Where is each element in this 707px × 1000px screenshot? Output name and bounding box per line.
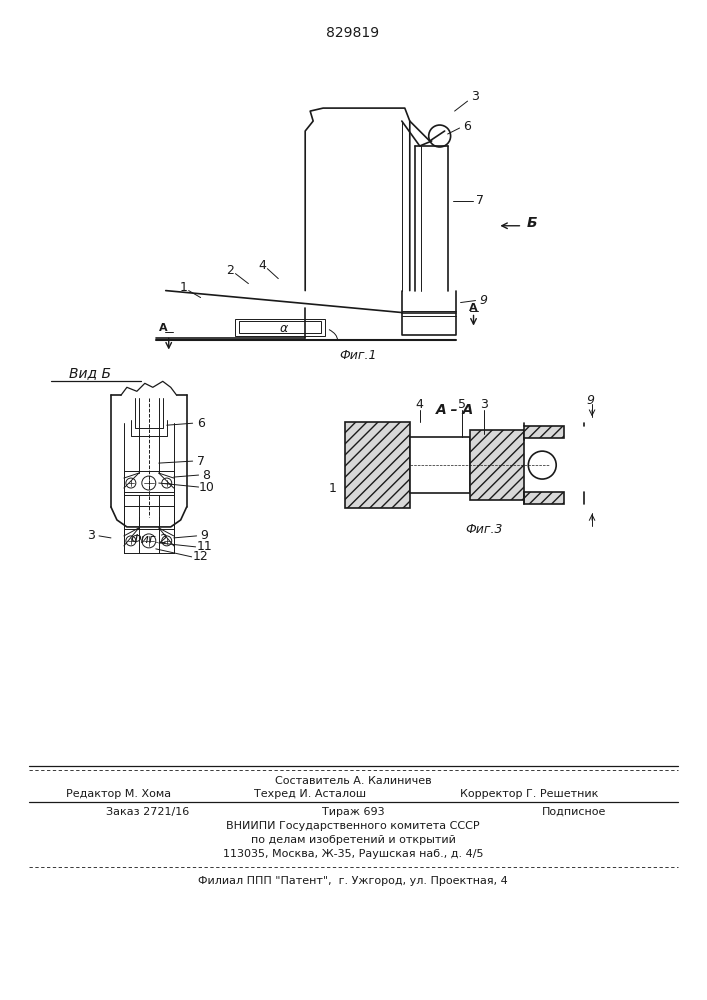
Text: Редактор М. Хома: Редактор М. Хома <box>66 789 172 799</box>
Text: Вид Б: Вид Б <box>69 366 111 380</box>
Bar <box>240 321 321 333</box>
Text: 1: 1 <box>329 482 337 495</box>
Bar <box>410 437 469 493</box>
Bar <box>345 422 410 508</box>
Text: 7: 7 <box>476 194 484 207</box>
Text: 3: 3 <box>481 398 489 411</box>
Text: 1: 1 <box>180 281 187 294</box>
Text: Фиг.1: Фиг.1 <box>339 349 377 362</box>
Text: Тираж 693: Тираж 693 <box>322 807 385 817</box>
Text: 6: 6 <box>464 120 472 133</box>
Text: 829819: 829819 <box>327 26 380 40</box>
Text: по делам изобретений и открытий: по делам изобретений и открытий <box>250 835 455 845</box>
Text: 9: 9 <box>479 294 488 307</box>
Text: 7: 7 <box>197 455 204 468</box>
Text: Филиал ППП "Патент",  г. Ужгород, ул. Проектная, 4: Филиал ППП "Патент", г. Ужгород, ул. Про… <box>198 876 508 886</box>
Text: 113035, Москва, Ж-35, Раушская наб., д. 4/5: 113035, Москва, Ж-35, Раушская наб., д. … <box>223 849 484 859</box>
Text: 9: 9 <box>201 529 209 542</box>
Text: 9: 9 <box>586 394 594 407</box>
Text: 2: 2 <box>226 264 235 277</box>
Circle shape <box>528 451 556 479</box>
Bar <box>525 426 564 438</box>
Text: Фиг.3: Фиг.3 <box>466 523 503 536</box>
Text: 3: 3 <box>471 90 479 103</box>
Text: 6: 6 <box>197 417 204 430</box>
Text: Составитель А. Калиничев: Составитель А. Калиничев <box>275 776 431 786</box>
Text: 4: 4 <box>416 398 423 411</box>
Text: 5: 5 <box>457 398 466 411</box>
Text: Фиг.2: Фиг.2 <box>130 533 168 546</box>
Bar <box>235 319 325 336</box>
Text: 3: 3 <box>87 529 95 542</box>
Text: 12: 12 <box>193 550 209 563</box>
Text: A – A: A – A <box>436 403 474 417</box>
Text: 11: 11 <box>197 540 213 553</box>
Bar <box>469 430 525 500</box>
Text: 4: 4 <box>259 259 267 272</box>
Text: 10: 10 <box>199 481 214 494</box>
Text: Заказ 2721/16: Заказ 2721/16 <box>106 807 189 817</box>
Text: Подписное: Подписное <box>542 807 607 817</box>
Text: A: A <box>469 303 478 313</box>
Text: A: A <box>158 323 167 333</box>
Text: Б: Б <box>527 216 537 230</box>
Text: Техред И. Асталош: Техред И. Асталош <box>254 789 366 799</box>
Text: 8: 8 <box>203 469 211 482</box>
Text: Корректор Г. Решетник: Корректор Г. Решетник <box>460 789 599 799</box>
Text: α: α <box>279 322 288 335</box>
Bar <box>525 492 564 504</box>
Text: ВНИИПИ Государственного комитета СССР: ВНИИПИ Государственного комитета СССР <box>226 821 480 831</box>
